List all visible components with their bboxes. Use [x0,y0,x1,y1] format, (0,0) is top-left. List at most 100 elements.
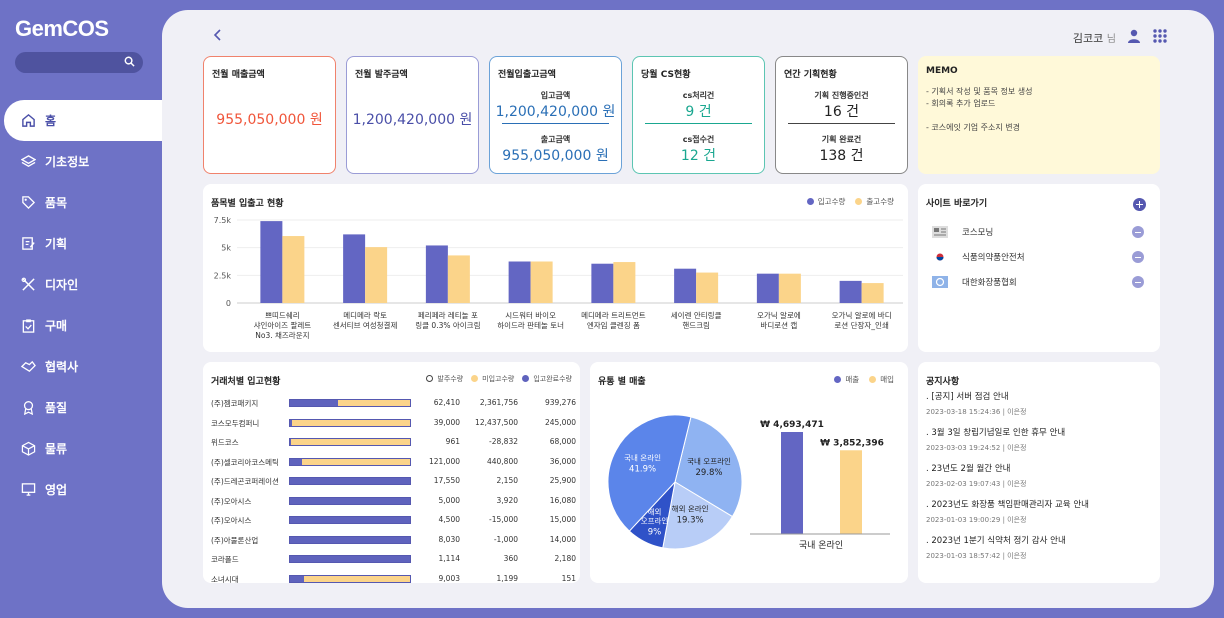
table-row[interactable]: 코스모두컴퍼니 39,000 12,437,500 245,000 [211,416,576,430]
nav-item-logistics[interactable]: 물류 [0,428,164,469]
divider [788,123,895,124]
back-icon[interactable] [212,28,224,42]
legend-order[interactable]: 발주수량 [426,374,463,384]
vendor-qty-c: 15,000 [549,515,576,524]
vendor-qty-a: 8,030 [438,534,460,544]
vendor-name: 코라폴드 [211,555,239,564]
table-row[interactable]: (주)셀코리아코스메틱 121,000 440,800 36,000 [211,455,576,469]
apps-grid-icon[interactable] [1152,28,1168,44]
bar-inbound [839,280,862,303]
vendor-qty-c: 14,000 [549,534,576,544]
x-tick-label: 세이렌 안티링클 [671,310,722,320]
korea-flag-icon [932,251,948,263]
nav-label: 품목 [45,196,68,210]
memo-card[interactable]: MEMO - 기획서 작성 및 품목 정보 생성 - 회의록 추가 업로드 - … [918,56,1160,174]
nav-item-design[interactable]: 디자인 [0,264,164,305]
search-input[interactable] [15,52,143,73]
kpi-title: 전월입출고금액 [498,70,556,80]
legend-out[interactable]: 출고수량 [855,196,894,207]
vendor-qty-c: 939,276 [544,398,576,407]
x-tick-label: 메디메라 트리트먼트 [581,310,646,320]
table-row[interactable]: (주)젬코패키지 62,410 2,361,756 939,276 [211,396,576,410]
vendor-qty-a: 961 [445,437,460,446]
vendor-qty-c: 25,900 [549,476,576,485]
nav-item-purchase[interactable]: 구매 [0,305,164,346]
bar-value-label: ₩ 3,852,396 [820,438,884,448]
search-icon[interactable] [124,56,135,67]
nav-label: 물류 [45,442,68,456]
vendor-qty-b: -15,000 [489,515,518,524]
kpi-inout: 전월입출고금액 입고금액 1,200,420,000 원 출고금액 955,05… [489,56,622,174]
notice-item-title: . [공지] 서버 점검 안내 [926,392,1009,402]
bar-outbound [282,236,305,303]
vendor-qty-b: -28,832 [489,437,518,446]
legend-in[interactable]: 입고수량 [806,196,845,207]
kpi-cs-recv-label: cs접수건 [682,135,715,144]
notice-item[interactable]: . 23년도 2월 월간 안내 2023-02-03 19:07:43 | 이은정 [926,462,1156,489]
vendor-qty-b: 440,800 [486,456,518,466]
remove-site-icon[interactable] [1132,251,1144,263]
table-row[interactable]: 위드코스 961 -28,832 68,000 [211,435,576,449]
site-link-item[interactable]: 코스모닝 [932,224,1152,240]
news-icon [932,226,948,238]
remove-site-icon[interactable] [1132,226,1144,238]
add-site-icon[interactable] [1133,198,1146,211]
legend-pending[interactable]: 미입고수량 [471,374,514,384]
nav-item-partners[interactable]: 협력사 [0,346,164,387]
table-row[interactable]: (주)오아시스 4,500 -15,000 15,000 [211,513,576,527]
vendor-qty-b: 3,920 [496,495,518,505]
legend-sales[interactable]: 매출 [834,374,859,385]
kpi-plan-done-value: 138 건 [819,148,864,164]
table-row[interactable]: 소녀시대 9,003 1,199 151 [211,572,576,584]
site-link-item[interactable]: 식품의약품안전처 [932,249,1152,265]
divider [502,123,609,124]
site-label: 식품의약품안전처 [962,253,1025,263]
memo-title: MEMO [926,66,958,76]
notice-item[interactable]: . 2023년 1분기 식약처 정기 감사 안내 2023-01-03 18:57… [926,534,1156,561]
kpi-in-label: 입고금액 [540,91,571,100]
notice-item[interactable]: . 2023년도 화장품 책임판매관리자 교육 안내 2023-01-03 19:… [926,498,1156,525]
bar-outbound [613,262,636,303]
notice-item[interactable]: . 3월 3일 창립기념일로 인한 휴무 안내 2023-03-03 19:24:… [926,426,1156,453]
site-label: 코스모닝 [962,228,994,238]
vendor-name: (주)드레곤코퍼레이션 [211,477,279,486]
nav-item-quality[interactable]: 품질 [0,387,164,428]
x-tick-label: 샤인아이즈 팔레트 [254,320,312,330]
bar-inbound [508,261,531,303]
memo-list: - 기획서 작성 및 품목 정보 생성 - 회의록 추가 업로드 - 코스에잇 … [926,86,1032,134]
site-link-item[interactable]: 대한화장품협회 [932,274,1152,290]
nav-item-planning[interactable]: 기획 [0,223,164,264]
dist-title: 유통 별 매출 [598,377,646,387]
kpi-value: 1,200,420,000 원 [352,112,473,128]
remove-site-icon[interactable] [1132,276,1144,288]
vendor-progress-fill [290,419,293,426]
notice-card: 공지사항 . [공지] 서버 점검 안내 2023-03-18 15:24:36 … [918,362,1160,583]
item-chart-card: 품목별 입출고 현황 입고수량 출고수량 0 2.5k 5k 7.5k 쁘띠드쉐리 샤인아… [203,184,908,352]
vendor-qty-b: 1,199 [496,573,518,583]
notice-item-title: . 23년도 2월 월간 안내 [926,464,1011,474]
nav-item-home[interactable]: 홈 [4,100,164,141]
vendor-qty-a: 39,000 [433,417,460,427]
sidebar: GemCOS 홈 기초정보 품목 기획 디자인 구매 협력사 [0,0,164,618]
bar-outbound [365,247,388,303]
table-row[interactable]: (주)아풀론산업 8,030 -1,000 14,000 [211,533,576,547]
legend-done[interactable]: 입고완료수량 [522,374,572,384]
nav-item-items[interactable]: 품목 [0,182,164,223]
table-row[interactable]: (주)드레곤코퍼레이션 17,550 2,150 25,900 [211,474,576,488]
bar-inbound [674,268,697,303]
x-tick-label: 링클 0.3% 아이크림 [415,320,480,330]
nav-item-sales[interactable]: 영업 [0,469,164,510]
notice-item[interactable]: . [공지] 서버 점검 안내 2023-03-18 15:24:36 | 이은정 [926,390,1156,417]
bar-inbound [260,221,283,303]
vendor-progress-fill [290,439,292,445]
vendor-qty-a: 5,000 [438,495,460,505]
legend-purchase[interactable]: 매입 [869,374,894,385]
user-icon[interactable] [1126,28,1142,44]
table-row[interactable]: 코라폴드 1,114 360 2,180 [211,552,576,566]
vendor-progress-fill [290,575,305,582]
nav-item-basic-info[interactable]: 기초정보 [0,141,164,182]
vendor-qty-a: 121,000 [428,456,460,466]
table-row[interactable]: (주)오아시스 5,000 3,920 16,080 [211,494,576,508]
vendor-progress-fill [290,536,410,543]
